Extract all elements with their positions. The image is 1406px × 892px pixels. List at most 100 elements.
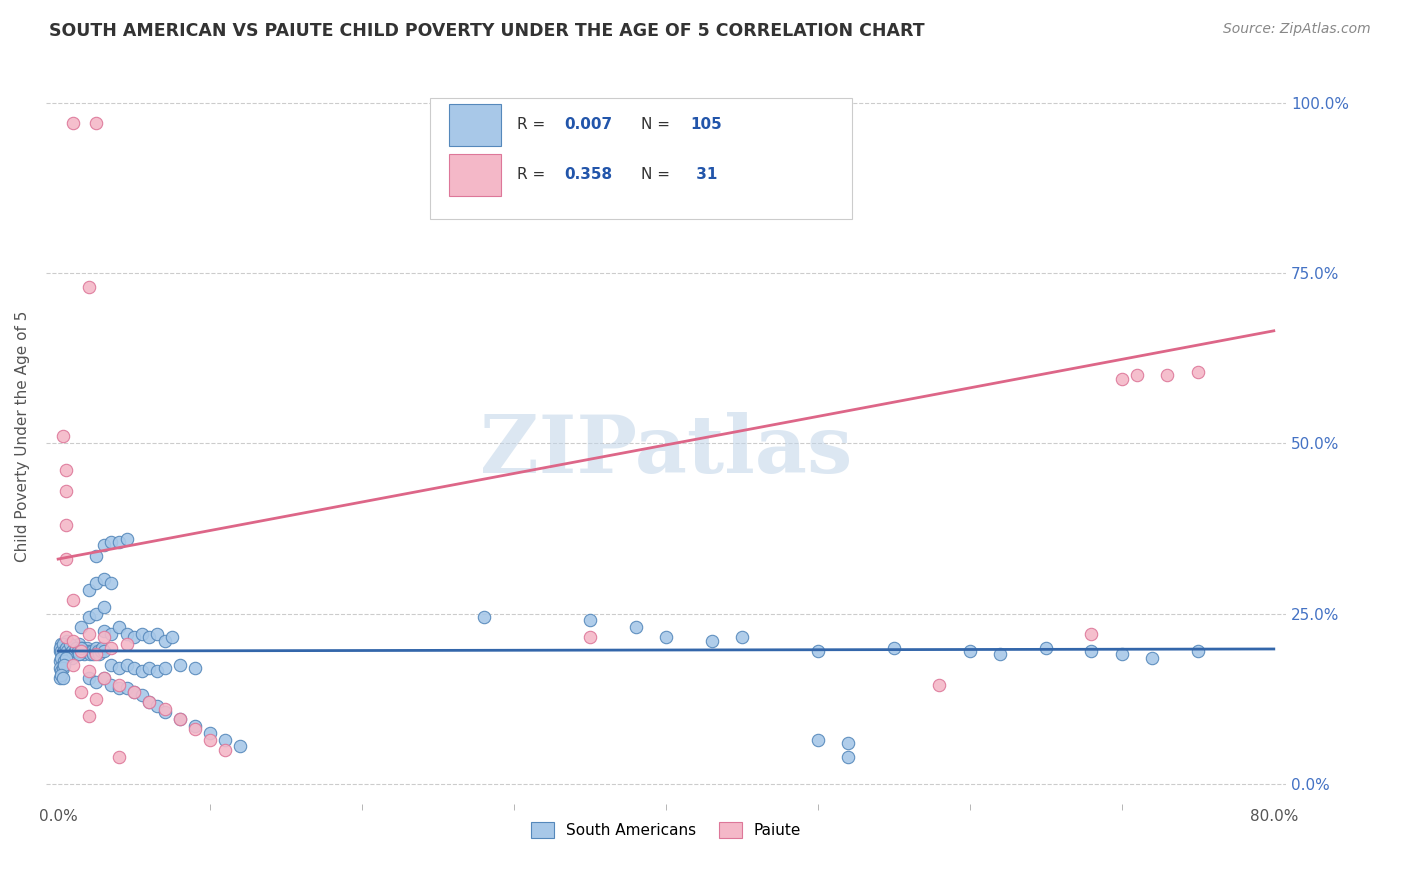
- Point: [1111, 648, 1133, 662]
- Point: [84, 607, 107, 621]
- Point: [115, 627, 138, 641]
- Point: [153, 706, 176, 720]
- Point: [198, 732, 221, 747]
- Point: [198, 726, 221, 740]
- Point: [79, 648, 101, 662]
- Point: [115, 637, 138, 651]
- Point: [77, 644, 100, 658]
- Point: [59, 637, 82, 651]
- Point: [928, 678, 950, 692]
- Point: [169, 712, 191, 726]
- Point: [53, 654, 76, 668]
- Point: [83, 644, 105, 658]
- Point: [988, 648, 1011, 662]
- Point: [1126, 368, 1149, 383]
- Point: [48, 654, 70, 668]
- Point: [62, 593, 84, 607]
- Point: [77, 627, 100, 641]
- Point: [100, 657, 122, 672]
- Point: [84, 648, 107, 662]
- Point: [579, 631, 602, 645]
- Point: [48, 644, 70, 658]
- Point: [62, 648, 84, 662]
- Point: [63, 644, 86, 658]
- Point: [55, 644, 77, 658]
- Point: [60, 644, 83, 658]
- Point: [579, 613, 602, 627]
- Text: R =: R =: [517, 168, 550, 183]
- Point: [59, 640, 82, 655]
- Point: [131, 665, 153, 679]
- Point: [76, 640, 98, 655]
- Point: [138, 695, 160, 709]
- Point: [93, 631, 115, 645]
- FancyBboxPatch shape: [430, 98, 852, 219]
- Text: ZIPatlas: ZIPatlas: [479, 412, 852, 490]
- Point: [122, 685, 145, 699]
- Point: [65, 640, 87, 655]
- Point: [52, 657, 75, 672]
- Text: 31: 31: [690, 168, 717, 183]
- Y-axis label: Child Poverty Under the Age of 5: Child Poverty Under the Age of 5: [15, 310, 30, 562]
- Point: [93, 624, 115, 638]
- Point: [169, 712, 191, 726]
- Point: [1142, 650, 1164, 665]
- Point: [55, 552, 77, 566]
- Point: [169, 657, 191, 672]
- Point: [108, 620, 131, 634]
- Point: [84, 674, 107, 689]
- Point: [91, 640, 114, 655]
- Point: [184, 723, 207, 737]
- Point: [52, 661, 75, 675]
- Point: [138, 695, 160, 709]
- Point: [93, 644, 115, 658]
- Point: [1111, 371, 1133, 385]
- Point: [93, 538, 115, 552]
- Point: [108, 681, 131, 696]
- Point: [52, 671, 75, 685]
- Point: [115, 532, 138, 546]
- Point: [86, 644, 108, 658]
- Point: [1187, 365, 1209, 379]
- Point: [51, 665, 73, 679]
- Point: [160, 631, 183, 645]
- Point: [108, 749, 131, 764]
- Point: [67, 648, 90, 662]
- Point: [56, 633, 79, 648]
- Point: [100, 640, 122, 655]
- Point: [472, 610, 495, 624]
- Point: [56, 644, 79, 658]
- Point: [153, 702, 176, 716]
- Point: [72, 640, 94, 655]
- Point: [100, 575, 122, 590]
- Point: [84, 640, 107, 655]
- Point: [62, 633, 84, 648]
- Point: [70, 644, 93, 658]
- Text: R =: R =: [517, 117, 550, 132]
- Point: [66, 648, 89, 662]
- Point: [1035, 640, 1057, 655]
- Point: [62, 116, 84, 130]
- Point: [1156, 368, 1178, 383]
- Point: [55, 631, 77, 645]
- Point: [146, 665, 169, 679]
- Point: [100, 678, 122, 692]
- Text: N =: N =: [641, 168, 675, 183]
- Point: [93, 671, 115, 685]
- Point: [131, 627, 153, 641]
- Point: [77, 671, 100, 685]
- Point: [214, 732, 236, 747]
- Point: [51, 668, 73, 682]
- Text: SOUTH AMERICAN VS PAIUTE CHILD POVERTY UNDER THE AGE OF 5 CORRELATION CHART: SOUTH AMERICAN VS PAIUTE CHILD POVERTY U…: [49, 22, 925, 40]
- Point: [55, 483, 77, 498]
- Point: [184, 661, 207, 675]
- Point: [55, 640, 77, 655]
- Point: [60, 650, 83, 665]
- Point: [53, 644, 76, 658]
- Point: [108, 661, 131, 675]
- Legend: South Americans, Paiute: South Americans, Paiute: [524, 816, 807, 845]
- Point: [77, 279, 100, 293]
- Point: [53, 640, 76, 655]
- Point: [122, 685, 145, 699]
- Point: [77, 582, 100, 597]
